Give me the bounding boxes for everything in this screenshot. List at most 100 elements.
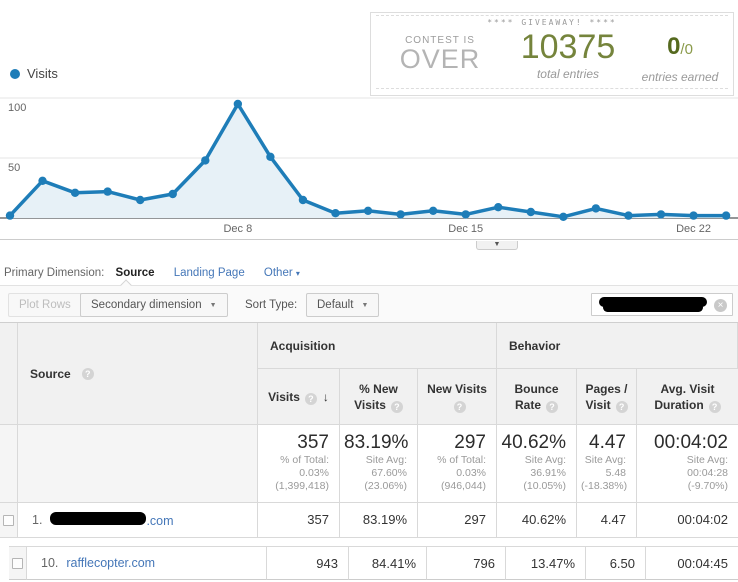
chart-collapse-tab[interactable]: ▼ <box>476 241 518 250</box>
row-source-cell: 1. .com <box>18 503 258 538</box>
secondary-dimension-caret-icon: ▼ <box>209 302 217 309</box>
legend-dot-icon <box>10 68 20 79</box>
row-pages-per-visit: 6.50 <box>586 547 646 580</box>
chart-point-dec-17[interactable] <box>526 207 535 217</box>
help-icon[interactable]: ? <box>390 400 403 413</box>
sources-table: Source? Acquisition Visits? ↓ % New Visit… <box>0 322 738 580</box>
source-link[interactable]: .com <box>50 512 174 528</box>
help-icon[interactable]: ? <box>453 400 466 413</box>
dimension-tab-source[interactable]: Source <box>115 267 155 279</box>
summary-new-visits: 297 % of Total: 0.03% (946,044) <box>418 425 497 503</box>
chart-point-dec-23[interactable] <box>721 211 731 220</box>
summary-bounce-rate: 40.62% Site Avg: 36.91% (10.05%) <box>497 425 577 503</box>
row-checkbox[interactable] <box>12 557 23 569</box>
row-checkbox-cell <box>9 547 27 580</box>
chart-point-dec-1[interactable] <box>5 211 15 220</box>
chart-point-dec-8[interactable] <box>233 99 243 109</box>
column-header-percent-new-visits[interactable]: % New Visits? <box>340 369 418 425</box>
row-new-visits: 796 <box>427 547 506 580</box>
giveaway-status: CONTEST IS OVER <box>371 29 509 84</box>
column-header-avg-visit-duration[interactable]: Avg. Visit Duration? <box>637 369 738 425</box>
chart-legend: Visits <box>10 66 58 81</box>
chart-point-dec-15[interactable] <box>461 210 470 219</box>
chart-point-dec-13[interactable] <box>396 210 405 219</box>
table-toolbar: Plot Rows Secondary dimension ▼ Sort Type… <box>0 279 738 322</box>
help-icon[interactable]: ? <box>304 392 317 405</box>
chart-point-dec-19[interactable] <box>591 204 601 213</box>
table-search-input[interactable]: × <box>591 293 733 316</box>
row-visits: 943 <box>267 547 349 580</box>
giveaway-banner: **** GIVEAWAY! **** <box>487 18 617 27</box>
clear-search-icon[interactable]: × <box>714 299 727 312</box>
chart-point-dec-14[interactable] <box>428 206 438 215</box>
other-dropdown-caret-icon: ▾ <box>295 269 300 278</box>
column-header-visits[interactable]: Visits? ↓ <box>258 369 340 425</box>
help-icon[interactable]: ? <box>708 400 721 413</box>
dimension-tab-other[interactable]: Other ▾ <box>263 267 300 279</box>
table-row: 1. .com 357 83.19% 297 40.62% 4.47 00:04… <box>0 503 738 538</box>
column-header-new-visits[interactable]: New Visits? <box>418 369 497 425</box>
chart-point-dec-5[interactable] <box>136 195 145 205</box>
plot-rows-button[interactable]: Plot Rows <box>8 293 82 317</box>
entries-earned-label: entries earned <box>641 70 719 84</box>
row-source-cell: 10. rafflecopter.com <box>27 547 267 580</box>
group-header-acquisition: Acquisition <box>258 323 497 369</box>
row-percent-new-visits: 84.41% <box>349 547 427 580</box>
chart-point-dec-9[interactable] <box>266 152 275 161</box>
chart-point-dec-6[interactable] <box>168 189 177 199</box>
chart-point-dec-2[interactable] <box>38 176 47 185</box>
help-icon[interactable]: ? <box>546 400 558 413</box>
secondary-dimension-button[interactable]: Secondary dimension ▼ <box>80 293 228 317</box>
contest-over-label: OVER <box>399 44 481 74</box>
primary-dimension-label: Primary Dimension: <box>4 267 105 279</box>
chart-point-dec-20[interactable] <box>624 211 633 220</box>
row-percent-new-visits: 83.19% <box>340 503 418 538</box>
giveaway-top-divider <box>376 15 728 16</box>
chart-point-dec-16[interactable] <box>494 203 503 212</box>
summary-avg-visit-duration: 00:04:02 Site Avg: 00:04:28 (-9.70%) <box>637 425 738 503</box>
chart-point-dec-21[interactable] <box>656 210 666 219</box>
chart-point-dec-7[interactable] <box>201 156 210 165</box>
row-checkbox[interactable] <box>3 514 14 526</box>
summary-checkbox-cell <box>0 425 18 503</box>
column-header-pages-per-visit[interactable]: Pages / Visit? <box>577 369 637 425</box>
chart-point-dec-11[interactable] <box>331 209 340 218</box>
summary-pages-per-visit: 4.47 Site Avg: 5.48 (-18.38%) <box>577 425 637 503</box>
entries-earned-value: 0 <box>667 33 681 60</box>
chart-point-dec-10[interactable] <box>298 195 308 205</box>
row-new-visits: 297 <box>418 503 497 538</box>
row-index: 10. <box>41 556 59 570</box>
column-header-source[interactable]: Source? <box>18 323 258 425</box>
help-icon[interactable]: ? <box>81 367 94 380</box>
search-text-redaction <box>599 297 707 312</box>
row-pages-per-visit: 4.47 <box>577 503 637 538</box>
screenshot-stitch-gap <box>0 538 738 546</box>
chart-point-dec-12[interactable] <box>363 206 373 215</box>
summary-percent-new-visits: 83.19% Site Avg: 67.60% (23.06%) <box>340 425 418 503</box>
sort-type-label: Sort Type: <box>245 299 298 311</box>
source-link[interactable]: rafflecopter.com <box>66 556 156 570</box>
table-row: 10. rafflecopter.com 943 84.41% 796 13.4… <box>9 546 738 580</box>
help-icon[interactable]: ? <box>615 400 628 413</box>
giveaway-entries-earned: 0/0 entries earned <box>627 29 733 84</box>
y-axis-tick-label: 100 <box>8 102 26 114</box>
row-bounce-rate: 40.62% <box>497 503 577 538</box>
legend-label: Visits <box>27 66 58 81</box>
dimension-tab-landing-page[interactable]: Landing Page <box>173 267 245 279</box>
chart-point-dec-3[interactable] <box>70 188 80 197</box>
header-checkbox-column <box>0 323 18 425</box>
source-redaction <box>50 512 147 525</box>
chart-point-dec-22[interactable] <box>689 211 698 220</box>
visits-line-chart[interactable]: 100 50 Dec 8 Dec 15 Dec 22 <box>0 0 738 240</box>
giveaway-widget: **** GIVEAWAY! **** CONTEST IS OVER 1037… <box>370 12 734 96</box>
row-avg-visit-duration: 00:04:02 <box>637 503 738 538</box>
row-visits: 357 <box>258 503 340 538</box>
collapse-caret-icon: ▼ <box>493 241 501 248</box>
column-header-bounce-rate[interactable]: Bounce Rate? <box>497 369 577 425</box>
chart-point-dec-4[interactable] <box>103 187 112 196</box>
contest-is-label: CONTEST IS <box>405 35 475 46</box>
row-index: 1. <box>32 513 43 527</box>
x-axis-tick-label: Dec 8 <box>223 223 252 235</box>
chart-point-dec-18[interactable] <box>559 212 568 221</box>
sort-type-button[interactable]: Default ▼ <box>306 293 380 317</box>
